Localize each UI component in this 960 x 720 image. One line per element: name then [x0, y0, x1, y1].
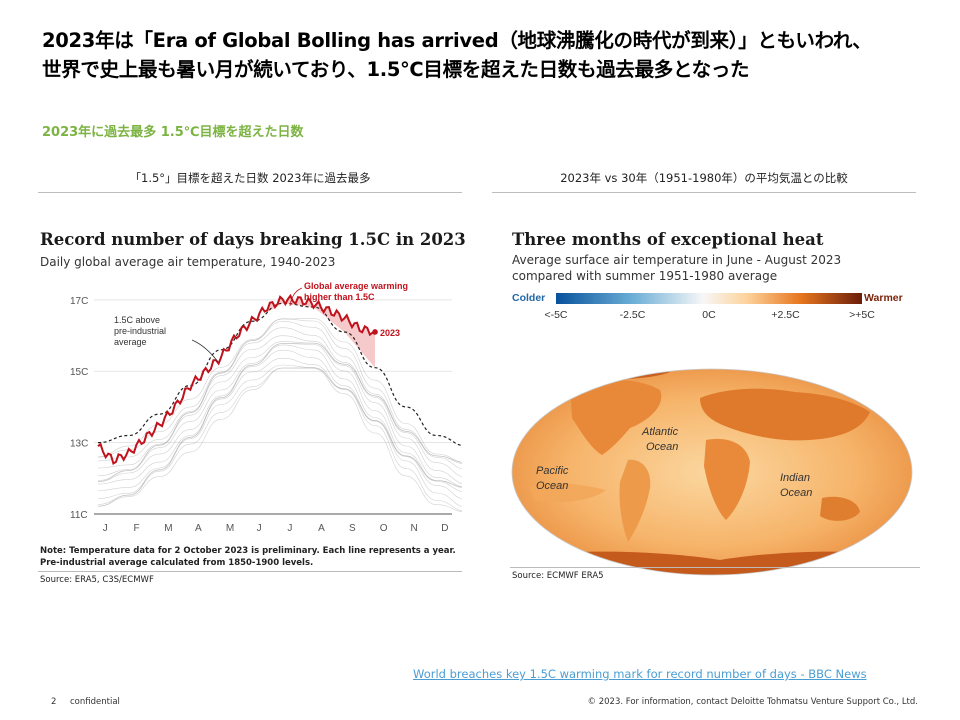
- historical-year-line: [97, 367, 462, 512]
- x-tick-label: O: [380, 523, 388, 534]
- historical-year-line: [97, 364, 462, 507]
- x-tick-label: M: [226, 523, 234, 534]
- chart-subtitle: Daily global average air temperature, 19…: [40, 255, 336, 269]
- chart-note-line-1: Note: Temperature data for 2 October 202…: [40, 546, 456, 556]
- legend-tick-label: >+5C: [849, 309, 875, 321]
- historical-year-line: [97, 320, 462, 464]
- right-panel-divider: [492, 192, 916, 193]
- left-panel-divider: [38, 192, 462, 193]
- historical-year-line: [97, 342, 462, 488]
- global-warming-annotation: Global average warming higher than 1.5C: [289, 281, 408, 307]
- historical-year-line: [97, 335, 462, 477]
- preindustrial-annotation-arrow: [191, 339, 219, 363]
- legend-ticks: <-5C -2.5C 0C +2.5C >+5C: [544, 309, 875, 321]
- x-tick-label: A: [318, 523, 325, 534]
- preindustrial-annotation-line-2: pre-industrial: [114, 326, 166, 336]
- heat-map-figure: Three months of exceptional heat Average…: [510, 218, 920, 588]
- historical-year-line: [97, 367, 462, 513]
- x-tick-label: M: [164, 523, 172, 534]
- atlantic-label-2: Ocean: [646, 441, 678, 453]
- map-source: Source: ECMWF ERA5: [512, 571, 604, 581]
- map-subtitle-line-1: Average surface air temperature in June …: [512, 253, 842, 267]
- chart-note: Note: Temperature data for 2 October 202…: [40, 545, 456, 569]
- x-tick-label: F: [133, 523, 139, 534]
- south-america-shape: [619, 459, 651, 542]
- y-tick-label: 13C: [70, 439, 88, 450]
- temperature-line-chart: 17C 15C 13C 11C J F M A M J J A S O N D 2023 1.5C above…: [70, 281, 462, 534]
- historical-year-line: [97, 344, 462, 488]
- ocean-labels: Atlantic Ocean Pacific Ocean Indian Ocea…: [536, 426, 812, 499]
- australia-shape: [820, 496, 860, 521]
- legend-warmer-label: Warmer: [864, 292, 903, 304]
- page-number: 2: [51, 697, 57, 707]
- temperature-chart-figure: Record number of days breaking 1.5C in 2…: [38, 218, 466, 588]
- global-annotation-arrow: [289, 287, 303, 307]
- north-america-shape: [570, 379, 662, 455]
- pacific-label-2: Ocean: [536, 480, 568, 492]
- africa-shape: [704, 438, 750, 520]
- legend-color-bar: [556, 293, 862, 304]
- map-subtitle-line-2: compared with summer 1951-1980 average: [512, 269, 778, 283]
- legend-tick-label: <-5C: [544, 309, 567, 321]
- bbc-news-link[interactable]: World breaches key 1.5C warming mark for…: [413, 667, 867, 681]
- historical-year-line: [97, 327, 462, 470]
- atlantic-label-1: Atlantic: [641, 426, 679, 438]
- historical-year-line: [97, 341, 462, 484]
- legend-tick-label: -2.5C: [620, 309, 646, 321]
- chart-note-line-2: Pre-industrial average calculated from 1…: [40, 558, 314, 568]
- slide-title-line-1: 2023年は「Era of Global Bolling has arrived…: [42, 29, 872, 52]
- legend-colder-label: Colder: [512, 292, 545, 304]
- left-panel-caption: 「1.5°」目標を超えた日数 2023年に過去最多: [129, 171, 371, 185]
- x-tick-label: J: [257, 523, 262, 534]
- historical-year-line: [97, 357, 462, 500]
- y-tick-label: 11C: [70, 510, 88, 521]
- heat-map-svg: Colder Warmer <-5C -2.5C 0C +2.5C >+5C Atlan…: [511, 292, 913, 576]
- x-tick-label: D: [441, 523, 448, 534]
- series-2023-label: 2023: [380, 328, 400, 338]
- series-2023-line: [97, 293, 376, 466]
- global-annotation-line-2: higher than 1.5C: [304, 292, 375, 302]
- x-tick-label: J: [103, 523, 108, 534]
- y-tick-label: 15C: [70, 367, 88, 378]
- x-tick-label: S: [349, 523, 356, 534]
- global-annotation-line-1: Global average warming: [304, 281, 408, 291]
- map-outline: [511, 368, 913, 576]
- historical-year-line: [97, 343, 462, 488]
- map-title: Three months of exceptional heat: [512, 230, 824, 249]
- slide-title-line-2: 世界で史上最も暑い月が続いており、1.5℃目標を超えた日数も過去最多となった: [42, 58, 750, 81]
- right-panel-caption: 2023年 vs 30年（1951-1980年）の平均気温との比較: [560, 171, 848, 185]
- chart-source-rule: [38, 571, 462, 572]
- preindustrial-annotation: 1.5C above pre-industrial average: [114, 315, 219, 363]
- indian-label-2: Ocean: [780, 487, 812, 499]
- historical-year-line: [97, 318, 462, 463]
- legend-tick-label: +2.5C: [771, 309, 800, 321]
- eurasia-shape: [700, 388, 870, 441]
- x-tick-label: N: [411, 523, 418, 534]
- chart-source: Source: ERA5, C3S/ECMWF: [40, 575, 154, 585]
- x-tick-label: A: [195, 523, 202, 534]
- slide-title: 2023年は「Era of Global Bolling has arrived…: [42, 26, 932, 84]
- legend-tick-label: 0C: [702, 309, 716, 321]
- y-tick-label: 17C: [70, 296, 88, 307]
- historical-year-line: [97, 349, 462, 492]
- pacific-warm-band: [530, 483, 606, 502]
- indian-label-1: Indian: [780, 472, 810, 484]
- preindustrial-annotation-line-1: 1.5C above: [114, 315, 160, 325]
- chart-title: Record number of days breaking 1.5C in 2…: [40, 230, 466, 249]
- x-tick-label: J: [287, 523, 292, 534]
- map-source-rule: [510, 567, 920, 568]
- confidential-label: confidential: [70, 697, 120, 707]
- preindustrial-annotation-line-3: average: [114, 337, 147, 347]
- section-subheading: 2023年に過去最多 1.5℃目標を超えた日数: [42, 125, 304, 140]
- world-map: [511, 368, 913, 576]
- copyright-notice: © 2023. For information, contact Deloitt…: [587, 697, 918, 707]
- series-2023-endpoint: [372, 329, 378, 335]
- pacific-label-1: Pacific: [536, 465, 569, 477]
